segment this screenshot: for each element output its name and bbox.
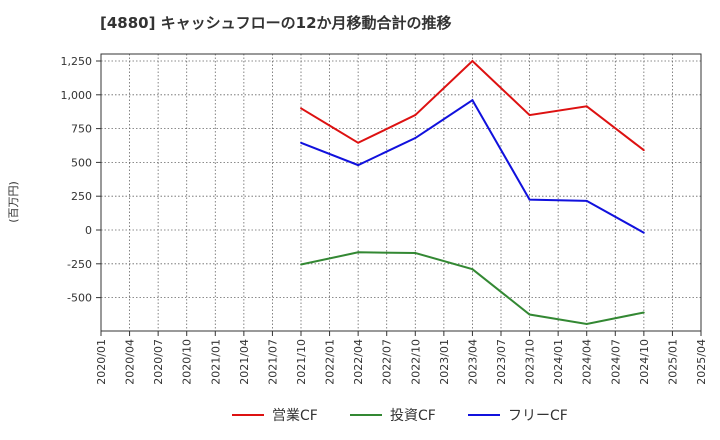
x-tick-label: 2023/07 <box>495 339 508 385</box>
x-tick-label: 2022/01 <box>324 339 337 385</box>
legend-label-investing-cf: 投資CF <box>390 408 436 424</box>
x-tick-label: 2023/10 <box>524 339 537 385</box>
data-point-operating-cf <box>471 60 474 62</box>
x-tick-label: 2023/04 <box>466 339 479 385</box>
y-axis-label: (百万円) <box>7 181 20 223</box>
y-tick-label: 1,250 <box>61 55 93 68</box>
x-tick-label: 2021/10 <box>295 339 308 385</box>
data-point-investing-cf <box>528 313 531 316</box>
y-tick-label: -250 <box>67 258 92 271</box>
data-point-free-cf <box>528 198 531 201</box>
x-tick-label: 2020/04 <box>124 339 137 385</box>
series-line-operating-cf <box>300 59 645 152</box>
legend-label-operating-cf: 営業CF <box>272 408 318 424</box>
data-point-operating-cf <box>585 105 588 108</box>
x-tick-label: 2024/04 <box>581 339 594 385</box>
data-point-free-cf <box>585 200 588 202</box>
data-point-free-cf <box>642 231 645 234</box>
plot-frame <box>100 53 702 332</box>
x-tick-label: 2022/07 <box>381 339 394 385</box>
x-tick-label: 2022/10 <box>409 339 422 385</box>
y-tick-label: 500 <box>71 156 92 169</box>
y-tick-label: 750 <box>71 123 92 136</box>
data-point-operating-cf <box>414 114 417 116</box>
data-point-free-cf <box>471 99 474 102</box>
data-point-free-cf <box>300 141 302 144</box>
data-point-investing-cf <box>471 268 474 271</box>
x-tick-label: 2025/04 <box>695 339 708 385</box>
x-tick-label: 2024/10 <box>638 339 651 385</box>
x-tick-label: 2023/01 <box>438 339 451 385</box>
x-tick-label: 2021/04 <box>238 339 251 385</box>
x-tick-label: 2021/07 <box>266 339 279 385</box>
data-point-operating-cf <box>528 114 531 116</box>
y-tick-label: -500 <box>67 292 92 305</box>
y-tick-label: 250 <box>71 190 92 203</box>
data-point-operating-cf <box>642 149 645 152</box>
x-tick-label: 2020/07 <box>152 339 165 385</box>
chart-title: [4880] キャッシュフローの12か月移動合計の推移 <box>100 14 452 32</box>
data-point-operating-cf <box>357 141 360 144</box>
data-point-free-cf <box>414 137 417 139</box>
x-tick-label: 2024/07 <box>609 339 622 385</box>
data-point-investing-cf <box>357 251 360 254</box>
y-tick-label: 1,000 <box>61 89 93 102</box>
y-tick-label: 0 <box>85 224 92 237</box>
data-point-investing-cf <box>585 323 588 325</box>
x-tick-label: 2021/01 <box>209 339 222 385</box>
x-tick-label: 2020/01 <box>95 339 108 385</box>
data-point-operating-cf <box>300 107 302 110</box>
x-tick-label: 2022/04 <box>352 339 365 385</box>
data-point-free-cf <box>357 164 360 167</box>
data-point-investing-cf <box>642 311 645 314</box>
x-tick-label: 2025/01 <box>666 339 679 385</box>
legend-label-free-cf: フリーCF <box>508 408 568 424</box>
data-point-investing-cf <box>414 252 417 254</box>
x-tick-label: 2024/01 <box>552 339 565 385</box>
x-tick-label: 2020/10 <box>181 339 194 385</box>
data-point-investing-cf <box>300 263 302 266</box>
